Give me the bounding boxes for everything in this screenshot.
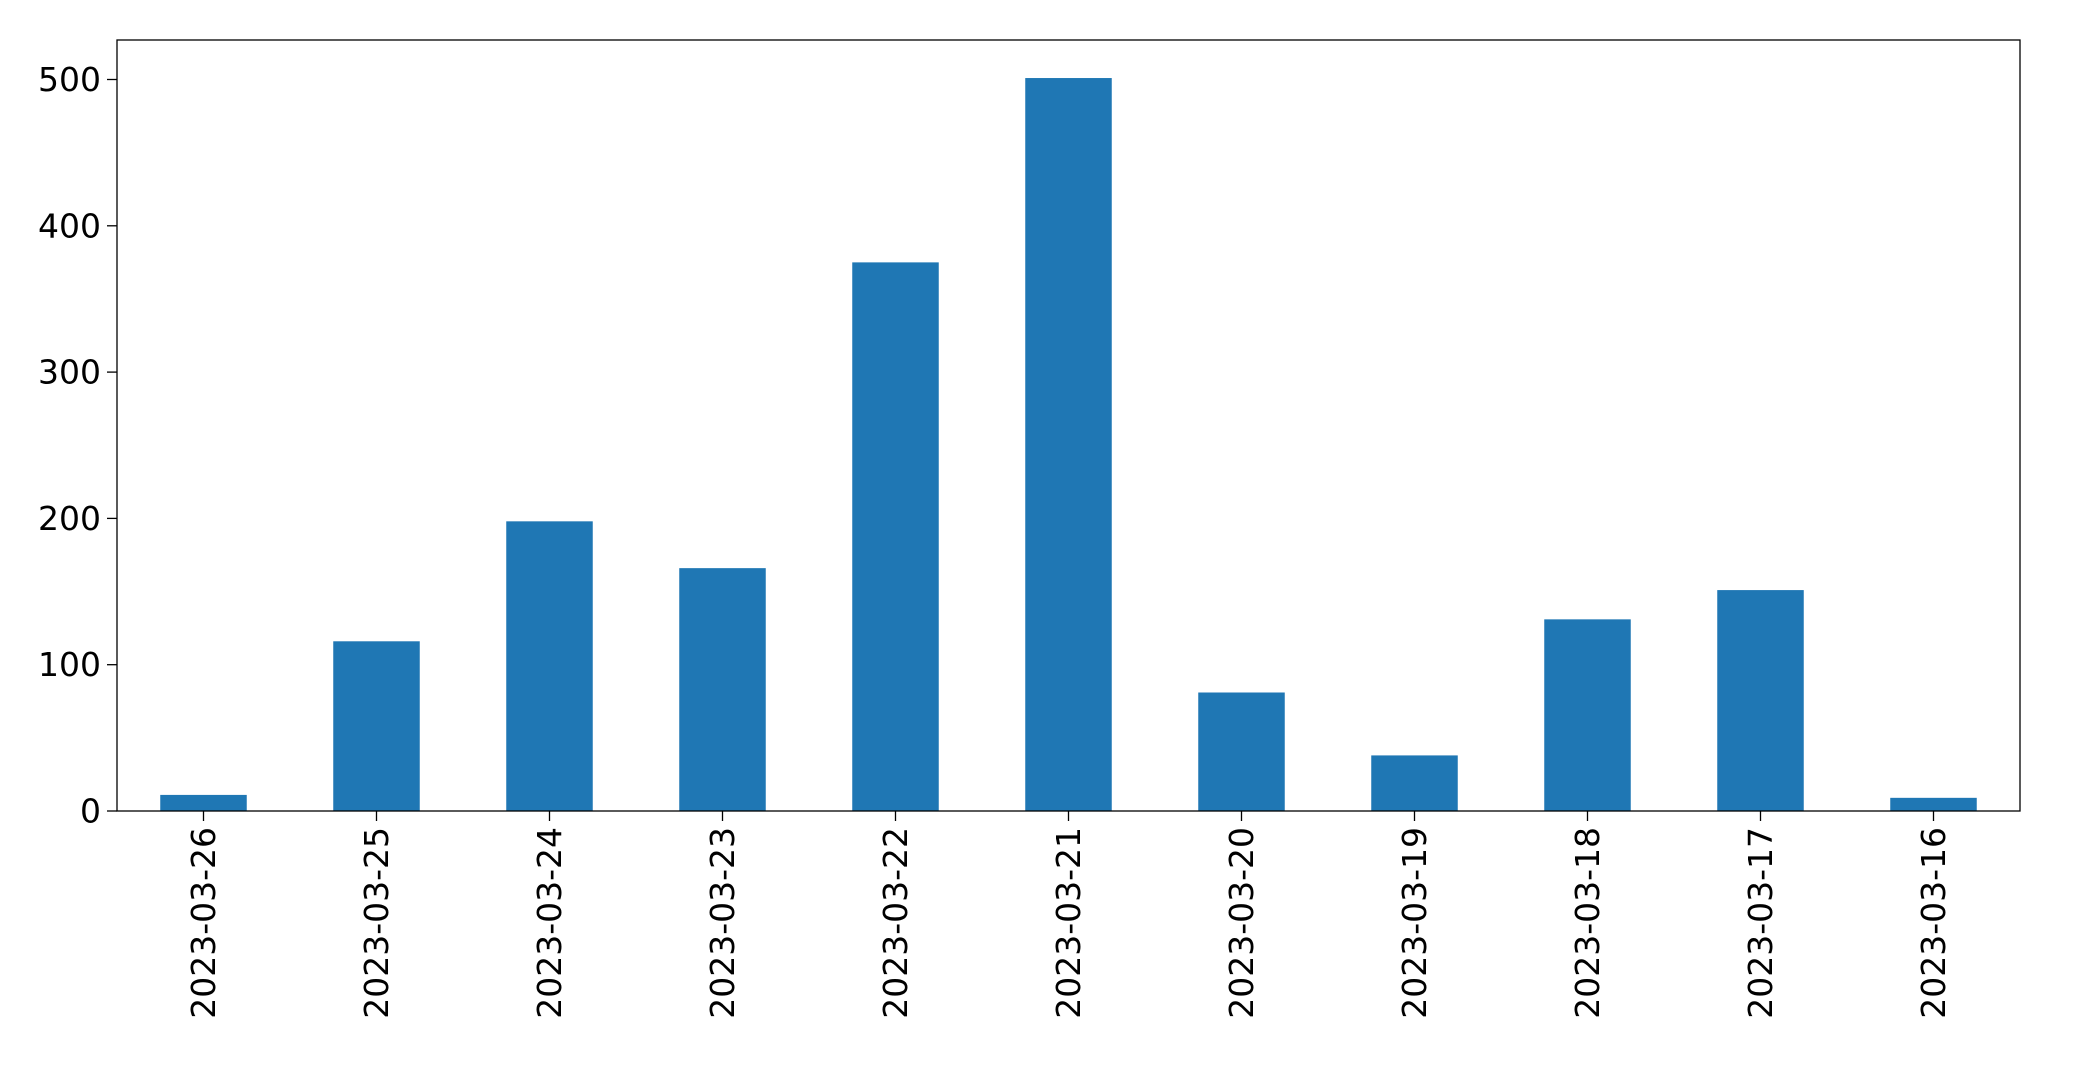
bar-2023-03-21 bbox=[1025, 78, 1112, 811]
x-tick-label: 2023-03-17 bbox=[1741, 827, 1780, 1019]
x-tick-label: 2023-03-24 bbox=[530, 827, 569, 1019]
x-tick-label: 2023-03-16 bbox=[1914, 827, 1953, 1019]
x-tick-label: 2023-03-20 bbox=[1222, 827, 1261, 1019]
y-axis: 0 100 200 300 400 500 bbox=[38, 60, 117, 831]
y-tick-label: 400 bbox=[38, 206, 101, 245]
bar-2023-03-25 bbox=[333, 641, 420, 811]
y-tick-label: 0 bbox=[80, 792, 101, 831]
x-tick-label: 2023-03-19 bbox=[1395, 827, 1434, 1019]
bar-2023-03-16 bbox=[1890, 797, 1977, 811]
bar-2023-03-20 bbox=[1198, 692, 1285, 811]
bar-2023-03-24 bbox=[506, 521, 593, 811]
bar-2023-03-19 bbox=[1371, 755, 1458, 811]
x-tick-label: 2023-03-23 bbox=[703, 827, 742, 1019]
bars-layer bbox=[160, 78, 1977, 811]
y-tick-label: 500 bbox=[38, 60, 101, 99]
y-tick-label: 200 bbox=[38, 499, 101, 538]
bar-2023-03-26 bbox=[160, 794, 247, 811]
bar-2023-03-18 bbox=[1544, 619, 1631, 811]
x-tick-label: 2023-03-26 bbox=[184, 827, 223, 1019]
bar-2023-03-22 bbox=[852, 262, 939, 811]
x-axis: 2023-03-26 2023-03-25 2023-03-24 2023-03-23… bbox=[184, 811, 1953, 1019]
x-tick-label: 2023-03-21 bbox=[1049, 827, 1088, 1019]
x-tick-label: 2023-03-18 bbox=[1568, 827, 1607, 1019]
x-tick-label: 2023-03-25 bbox=[357, 827, 396, 1019]
bar-2023-03-17 bbox=[1717, 590, 1804, 811]
y-tick-label: 300 bbox=[38, 353, 101, 392]
plot-frame bbox=[116, 39, 2021, 812]
bar-2023-03-23 bbox=[679, 568, 766, 811]
y-tick-label: 100 bbox=[38, 645, 101, 684]
x-tick-label: 2023-03-22 bbox=[876, 827, 915, 1019]
